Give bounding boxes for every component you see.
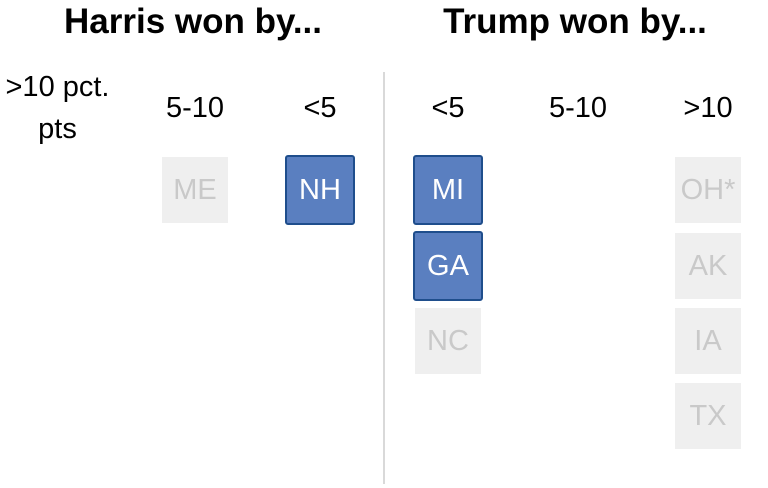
state-tile-nh: NH [285, 155, 355, 225]
state-tile-tx: TX [675, 383, 741, 449]
state-tile-mi: MI [413, 155, 483, 225]
column-header-harris-5-10: 5-10 [165, 92, 225, 124]
state-tile-oh: OH* [675, 157, 741, 223]
state-tile-me: ME [162, 157, 228, 223]
state-tile-nc: NC [415, 308, 481, 374]
column-header-trump-5-10: 5-10 [548, 92, 608, 124]
harris-title: Harris won by... [63, 2, 323, 41]
column-header-harris-lt5: <5 [303, 92, 337, 124]
divider [383, 72, 385, 484]
trump-title: Trump won by... [443, 2, 707, 41]
state-tile-ak: AK [675, 233, 741, 299]
state-tile-ga: GA [413, 231, 483, 301]
column-header-harris-gt10: >10 pct. pts [5, 71, 110, 145]
column-header-trump-gt10: >10 [683, 92, 733, 124]
state-tile-ia: IA [675, 308, 741, 374]
column-header-trump-lt5: <5 [431, 92, 465, 124]
